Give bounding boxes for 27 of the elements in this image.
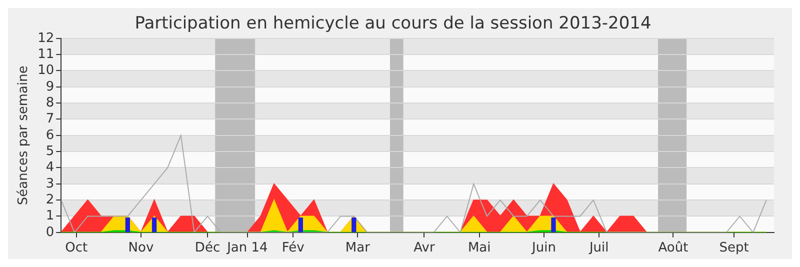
x-tick-label: Août — [658, 240, 688, 256]
x-tick-label: Déc — [194, 240, 220, 256]
x-tick-label: Jan 14 — [226, 240, 268, 256]
y-tick-label: 0 — [46, 224, 54, 240]
x-tick-label: Mai — [468, 240, 491, 256]
y-tick-label: 11 — [38, 46, 54, 62]
y-tick-label: 9 — [46, 79, 54, 94]
y-tick-label: 1 — [46, 208, 54, 224]
y-tick-label: 5 — [46, 144, 54, 159]
y-tick-label: 3 — [46, 176, 54, 192]
y-tick-label: 7 — [46, 112, 54, 127]
x-tick-label: Oct — [65, 240, 88, 256]
y-tick-label: 6 — [46, 128, 54, 143]
x-tick-label: Nov — [128, 240, 154, 256]
y-axis-title: Séances par semaine — [16, 66, 32, 206]
x-tick-label: Fév — [282, 240, 305, 256]
x-tick-label: Mar — [345, 240, 371, 256]
y-tick-label: 12 — [38, 30, 54, 46]
y-tick-label: 2 — [46, 192, 54, 208]
y-tick-label: 4 — [46, 160, 54, 176]
x-tick-label: Sept — [719, 240, 749, 256]
x-tick-label: Juil — [588, 240, 609, 256]
x-tick-label: Juin — [531, 240, 556, 256]
y-tick-label: 8 — [46, 95, 54, 110]
chart-title: Participation en hemicycle au cours de la session 2013-2014 — [134, 14, 652, 34]
y-tick-label: 10 — [38, 63, 54, 78]
x-tick-label: Avr — [414, 240, 436, 256]
